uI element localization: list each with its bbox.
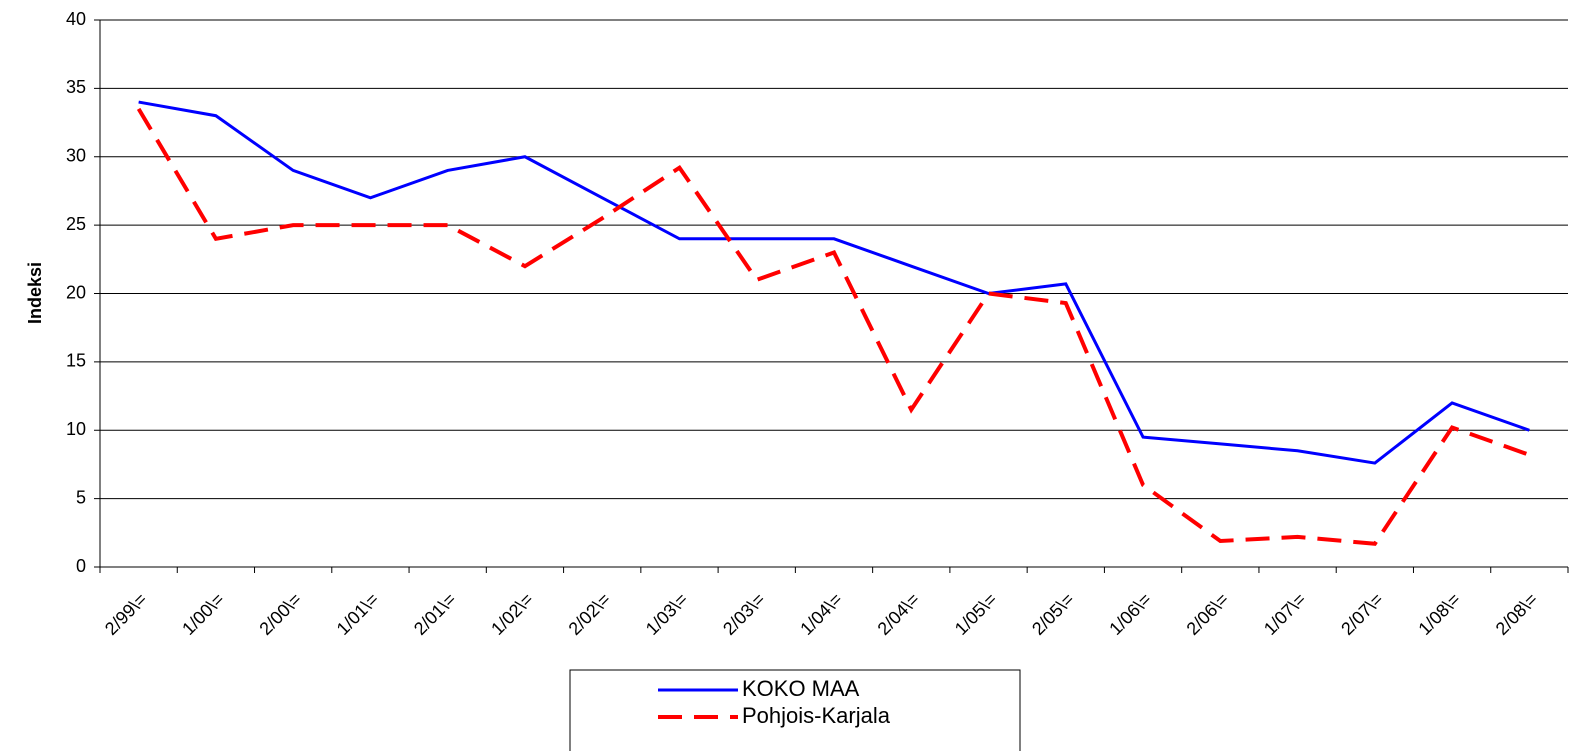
y-tick-label: 25 [66, 214, 86, 234]
series-line [138, 100, 1530, 465]
y-tick-label: 35 [66, 77, 86, 97]
y-tick-label: 10 [66, 419, 86, 439]
x-tick-label: 1/05\= [951, 589, 1001, 639]
y-tick-label: 40 [66, 9, 86, 29]
x-tick-label: 2/01\= [410, 589, 460, 639]
x-tick-label: 1/00\= [178, 589, 228, 639]
y-tick-label: 20 [66, 282, 86, 302]
x-tick-label: 1/02\= [487, 589, 537, 639]
x-tick-label: 2/07\= [1337, 589, 1387, 639]
legend-label: Pohjois-Karjala [742, 703, 891, 728]
y-tick-label: 30 [66, 146, 86, 166]
y-tick-label: 0 [76, 556, 86, 576]
legend-box [569, 669, 1021, 751]
y-axis-title: Indeksi [25, 262, 45, 324]
x-tick-label: 1/03\= [642, 589, 692, 639]
x-tick-label: 1/07\= [1260, 589, 1310, 639]
x-tick-label: 1/01\= [333, 589, 383, 639]
x-tick-label: 2/04\= [874, 589, 924, 639]
x-tick-label: 2/00\= [255, 589, 305, 639]
x-tick-label: 1/08\= [1414, 589, 1464, 639]
y-tick-label: 15 [66, 351, 86, 371]
x-tick-label: 2/05\= [1028, 589, 1078, 639]
x-tick-label: 2/99\= [101, 589, 151, 639]
x-tick-label: 1/04\= [796, 589, 846, 639]
x-tick-label: 2/08\= [1492, 589, 1542, 639]
x-tick-label: 2/03\= [719, 589, 769, 639]
legend-label: KOKO MAA [742, 676, 860, 701]
series-line [136, 107, 1531, 546]
x-tick-label: 1/06\= [1105, 589, 1155, 639]
x-tick-label: 2/06\= [1183, 589, 1233, 639]
y-tick-label: 5 [76, 487, 86, 507]
x-tick-label: 2/02\= [565, 589, 615, 639]
